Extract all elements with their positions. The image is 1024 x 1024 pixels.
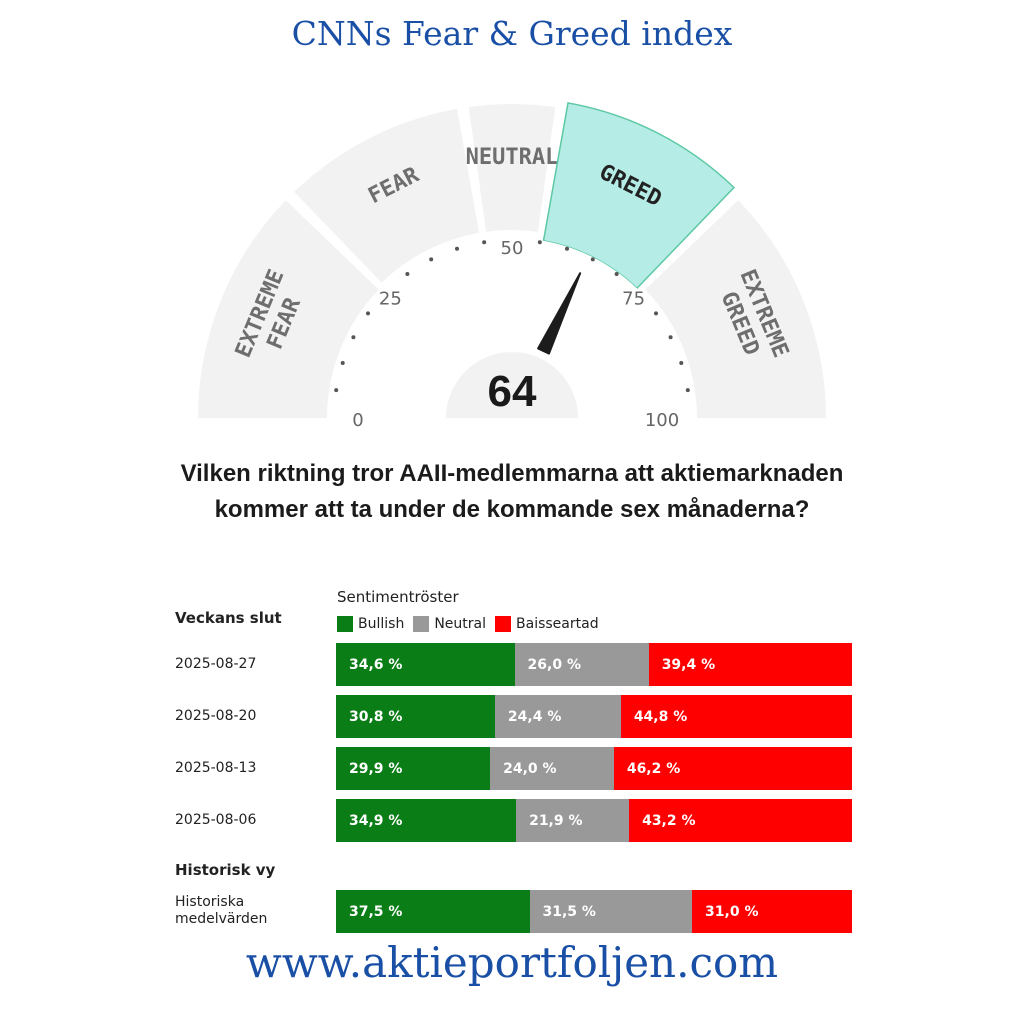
- bar-segment-bullish: 34,6 %: [336, 643, 515, 686]
- gauge-tick-dot: [365, 311, 370, 316]
- bar-value-label: 24,4 %: [507, 708, 562, 725]
- bar-value-label: 29,9 %: [349, 760, 403, 777]
- row-label-line: Historiska: [175, 894, 245, 910]
- row-label-week: 2025-08-13: [175, 760, 257, 776]
- gauge-tick-dot: [590, 257, 595, 262]
- legend-label-bullish: Bullish: [358, 616, 405, 632]
- gauge-value: 64: [488, 367, 537, 416]
- gauge-tick-dot: [334, 388, 339, 393]
- gauge-tick-dot: [482, 240, 487, 245]
- legend-swatch-bullish: [337, 616, 353, 632]
- bar-value-label: 37,5 %: [349, 903, 403, 920]
- legend-item-bullish: Bullish: [337, 616, 404, 632]
- gauge-tick-label-25: 25: [379, 288, 402, 309]
- bar-value-label: 24,0 %: [503, 760, 557, 777]
- gauge-tick-dot: [405, 271, 410, 276]
- gauge-zone-fear: [294, 108, 480, 283]
- gauge-tick-dot: [537, 240, 542, 245]
- bar-segment-bullish: 37,5 %: [336, 890, 530, 933]
- bar-segment-neutral: 26,0 %: [514, 643, 649, 686]
- gauge-tick-dot: [454, 246, 459, 251]
- bar-segment-bullish: 30,8 %: [336, 695, 495, 738]
- bar-value-label: 30,8 %: [349, 708, 403, 725]
- gauge-hub: [446, 352, 578, 418]
- gauge-tick-label-0: 0: [352, 410, 363, 431]
- bar-segment-neutral: 21,9 %: [516, 799, 630, 842]
- bar-segment-neutral: 24,0 %: [490, 747, 614, 790]
- gauge-inner-area: [332, 238, 692, 418]
- legend-label-neutral: Neutral: [434, 616, 487, 632]
- bar-value-label: 31,0 %: [705, 903, 759, 920]
- history-section-header: Historisk vy: [175, 861, 276, 879]
- bar-segment-bullish: 29,9 %: [336, 747, 491, 790]
- bar-value-label: 21,9 %: [529, 812, 583, 829]
- legend-item-bearish: Baisseartad: [495, 616, 599, 632]
- bar-value-label: 44,8 %: [633, 708, 688, 725]
- row-label-week: 2025-08-06: [175, 812, 257, 828]
- row-label-week: 2025-08-27: [175, 656, 257, 672]
- gauge-tick-dot: [685, 388, 690, 393]
- legend: Bullish Neutral Baisseartad: [337, 616, 603, 632]
- gauge-zone-neutral: [468, 103, 556, 232]
- bar-value-label: 43,2 %: [642, 812, 696, 829]
- page-title: CNNs Fear & Greed index: [291, 14, 733, 53]
- legend-title: Sentimentröster: [337, 588, 459, 606]
- gauge-tick-label-100: 100: [645, 410, 679, 431]
- gauge-tick-dot: [668, 335, 673, 340]
- bar-segment-neutral: 24,4 %: [494, 695, 621, 738]
- bar-segment-baisseartad: 43,2 %: [629, 799, 852, 842]
- gauge-tick-dot: [654, 311, 659, 316]
- bar-segment-neutral: 31,5 %: [529, 890, 693, 933]
- gauge-tick-dot: [429, 257, 434, 262]
- week-column-header: Veckans slut: [175, 609, 282, 627]
- gauge-zone-extreme-greed: [645, 200, 826, 418]
- legend-item-neutral: Neutral: [413, 616, 486, 632]
- bar-value-label: 46,2 %: [626, 760, 681, 777]
- gauge-tick-dot: [614, 271, 619, 276]
- gauge-tick-dot: [340, 360, 345, 365]
- stacked-bar-row: 34,9 % 21,9 % 43,2 %: [336, 799, 852, 842]
- bar-segment-baisseartad: 46,2 %: [613, 747, 852, 790]
- bar-value-label: 39,4 %: [661, 656, 716, 673]
- gauge-needle: [537, 272, 582, 355]
- bar-segment-baisseartad: 44,8 %: [620, 695, 852, 738]
- bar-value-label: 34,6 %: [349, 656, 403, 673]
- row-label-line: medelvärden: [175, 911, 268, 927]
- stacked-bar-row: 29,9 % 24,0 % 46,2 %: [336, 747, 852, 790]
- bar-value-label: 34,9 %: [349, 812, 403, 829]
- gauge-zone-extreme-fear: [198, 200, 379, 418]
- stacked-bar-row: 30,8 % 24,4 % 44,8 %: [336, 695, 852, 738]
- bar-value-label: 26,0 %: [527, 656, 581, 673]
- bar-segment-bullish: 34,9 %: [336, 799, 517, 842]
- gauge-label-neutral: NEUTRAL: [466, 145, 559, 170]
- gauge-tick-label-50: 50: [501, 238, 524, 259]
- bar-value-label: 31,5 %: [542, 903, 596, 920]
- gauge-tick-dot: [679, 360, 684, 365]
- legend-swatch-neutral: [413, 616, 430, 632]
- bar-segment-baisseartad: 39,4 %: [648, 643, 852, 686]
- gauge-tick-label-75: 75: [622, 288, 645, 309]
- bar-segment-baisseartad: 31,0 %: [692, 890, 852, 933]
- legend-swatch-bearish: [495, 616, 512, 632]
- footer-url[interactable]: www.aktieportfoljen.com: [245, 938, 779, 987]
- gauge-tick-dot: [351, 335, 356, 340]
- legend-label-bearish: Baisseartad: [516, 616, 599, 632]
- survey-question: Vilken riktning tror AAII-medlemmarna at…: [180, 460, 844, 523]
- stacked-bar-row: 37,5 % 31,5 % 31,0 %: [336, 890, 852, 933]
- stacked-bar-row: 34,6 % 26,0 % 39,4 %: [336, 643, 852, 686]
- row-label-history: Historiska medelvärden: [175, 894, 267, 928]
- fear-greed-gauge: EXTREMEFEARFEARNEUTRALGREEDEXTREMEGREED0…: [198, 102, 826, 431]
- gauge-tick-dot: [565, 246, 570, 251]
- row-label-week: 2025-08-20: [175, 708, 257, 724]
